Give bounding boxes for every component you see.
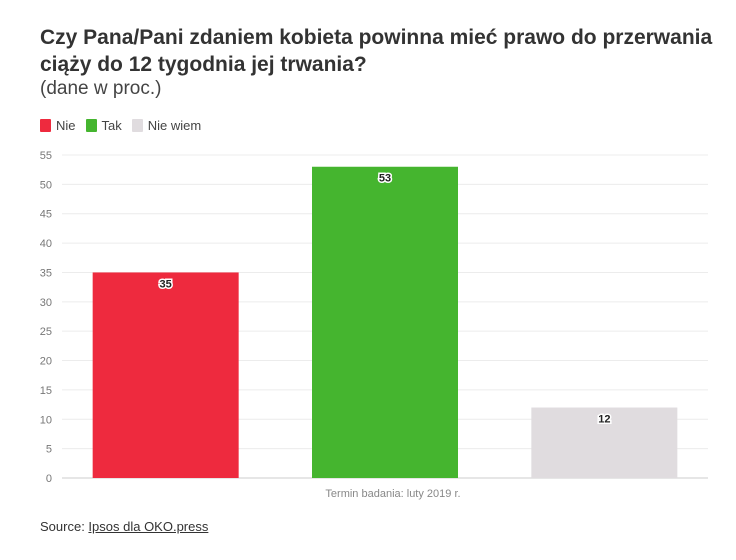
bar-nie-wiem [531,407,678,478]
bar-chart: 0 5 10 15 20 25 30 35 40 45 50 55 35 53 12 Termin badan… [40,150,708,500]
chart-title: Czy Pana/Pani zdaniem kobieta powinna mi… [40,26,713,76]
y-tick-label: 50 [40,179,52,191]
data-label: 35 [160,278,172,290]
legend-item-nie[interactable]: Nie [40,118,76,133]
source-prefix: Source: [40,519,89,534]
data-label: 53 [379,173,391,185]
source-line: Source: Ipsos dla OKO.press [40,519,208,534]
y-tick-label: 20 [40,356,52,368]
y-tick-label: 45 [40,209,52,221]
legend-label-tak: Tak [101,118,122,133]
y-tick-label: 0 [46,473,52,485]
legend-swatch-nie [40,119,51,132]
legend-swatch-tak [85,119,97,132]
legend-label-nie-wiem: Nie wiem [147,118,202,133]
bar-nie [92,272,239,478]
legend-label-nie: Nie [56,118,76,133]
legend-swatch-nie-wiem [131,119,143,132]
bar-tak [312,166,458,478]
y-tick-label: 25 [40,326,52,338]
legend-item-tak[interactable]: Tak [85,118,122,133]
y-tick-label: 5 [46,444,52,456]
y-tick-label: 55 [40,150,52,162]
legend-item-nie-wiem[interactable]: Nie wiem [131,118,202,133]
y-tick-label: 30 [40,297,52,309]
source-link[interactable]: Ipsos dla OKO.press [88,519,209,534]
y-tick-label: 10 [40,414,52,426]
data-label: 12 [598,414,610,426]
x-axis-label: Termin badania: luty 2019 r. [325,488,460,500]
y-tick-label: 35 [40,267,52,279]
legend: Nie Tak Nie wiem [40,118,201,133]
chart-subtitle: (dane w proc.) [40,78,162,99]
y-tick-label: 15 [40,385,52,397]
y-tick-label: 40 [40,238,52,250]
